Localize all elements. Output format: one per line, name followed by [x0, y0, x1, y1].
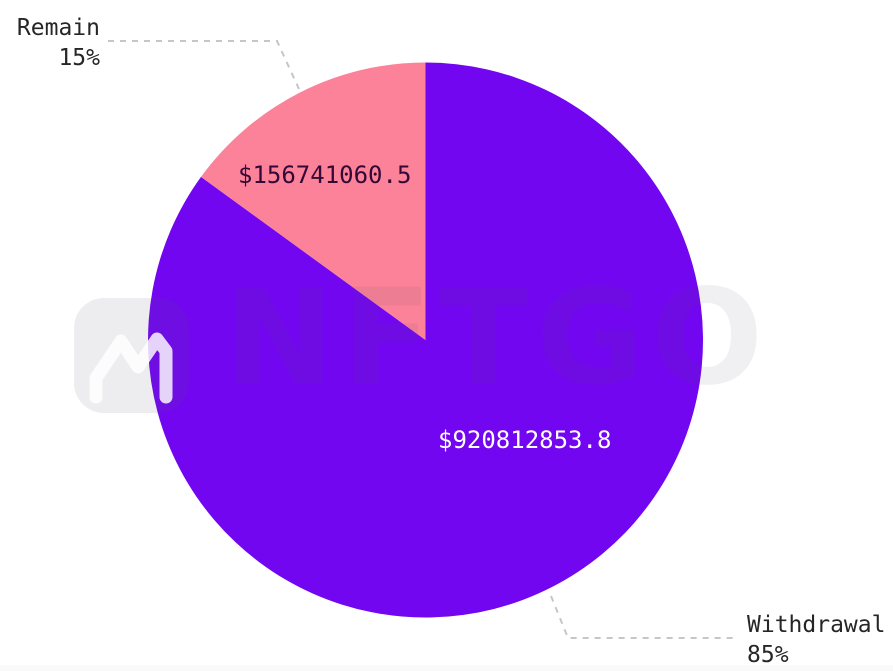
- withdrawal-callout-label: Withdrawal: [747, 612, 886, 638]
- pie-slice-withdrawal: [148, 62, 704, 618]
- withdrawal-value-label: $920812853.8: [438, 426, 612, 454]
- withdrawal-callout-percent: 85%: [747, 642, 789, 668]
- withdrawal-callout: Withdrawal 85%: [747, 610, 885, 670]
- remain-callout: Remain 15%: [17, 13, 100, 73]
- bottom-edge-strip: [0, 665, 893, 671]
- leader-line-withdrawal: [550, 595, 738, 639]
- leader-line-remain: [108, 40, 300, 90]
- remain-callout-label: Remain: [16, 15, 100, 41]
- pie-slice-remain: [201, 62, 426, 340]
- remain-callout-percent: 15%: [58, 45, 100, 71]
- remain-value-label: $156741060.5: [238, 161, 412, 189]
